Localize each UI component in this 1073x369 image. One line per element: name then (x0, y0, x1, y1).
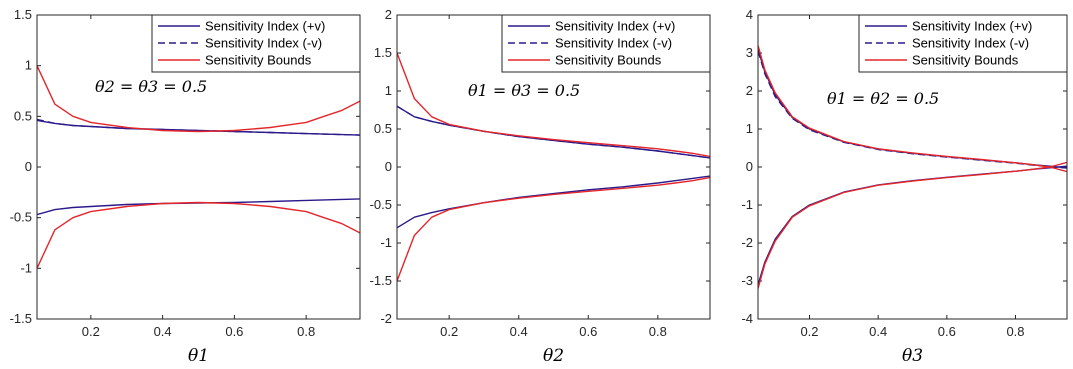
legend: Sensitivity Index (+v) Sensitivity Index … (858, 14, 1068, 73)
series-line-3 (37, 118, 360, 136)
annotation-text: θ2 = θ3 = 0.5 (95, 77, 207, 96)
y-tick-label: -1.5 (370, 273, 392, 288)
x-tick-label: 0.4 (154, 324, 172, 339)
series-group (758, 45, 1067, 289)
x-tick-label: 0.6 (579, 324, 597, 339)
y-tick-label: 0.5 (374, 121, 392, 136)
y-tick-label: -4 (741, 311, 753, 326)
series-line-5 (397, 176, 710, 282)
y-tick-label: 3 (746, 45, 753, 60)
y-tick-label: 4 (746, 7, 753, 22)
x-tick-label: 0.6 (225, 324, 243, 339)
x-tick-label: 0.4 (869, 324, 887, 339)
y-tick-label: 0 (385, 159, 392, 174)
subplot-3: -4 -3 -2 -1 0 1 2 3 4 0.2 0.4 0.6 0.8 θ3 θ1 = θ2 = 0.5… (741, 7, 1068, 366)
x-axis-label: θ3 (902, 346, 923, 366)
y-tick-label: -1 (20, 260, 32, 275)
legend-label: Sensitivity Index (+v) (205, 19, 325, 34)
legend-label: Sensitivity Index (+v) (555, 19, 675, 34)
y-tick-label: 1.5 (374, 45, 392, 60)
series-group (37, 65, 360, 269)
y-tick-label: 0 (746, 159, 753, 174)
x-tick-label: 0.8 (649, 324, 667, 339)
y-tick-label: 2 (746, 83, 753, 98)
x-axis-label: θ2 (543, 346, 564, 366)
series-line-4 (758, 45, 1067, 173)
legend-label: Sensitivity Bounds (555, 53, 662, 68)
series-line-2 (397, 175, 710, 229)
y-tick-label: 1.5 (14, 7, 32, 22)
series-line-5 (37, 201, 360, 269)
x-tick-label: 0.8 (1006, 324, 1024, 339)
legend-label: Sensitivity Index (+v) (912, 19, 1032, 34)
x-tick-label: 0.8 (297, 324, 315, 339)
y-tick-label: -1 (741, 197, 753, 212)
y-tick-label: -2 (380, 311, 392, 326)
x-tick-label: 0.4 (510, 324, 528, 339)
legend-label: Sensitivity Index (-v) (555, 36, 672, 51)
series-line-3 (397, 105, 710, 159)
legend: Sensitivity Index (+v) Sensitivity Index … (501, 14, 711, 73)
x-tick-label: 0.2 (800, 324, 818, 339)
subplot-2: -2 -1.5 -1 -0.5 0 0.5 1 1.5 2 0.2 0.4 0.6 0.8 θ2 θ1 = … (370, 7, 711, 366)
x-tick-label: 0.6 (938, 324, 956, 339)
y-tick-label: -0.5 (10, 210, 32, 225)
y-tick-label: -0.5 (370, 197, 392, 212)
series-group (397, 52, 710, 282)
legend-label: Sensitivity Index (-v) (912, 36, 1029, 51)
y-tick-label: -3 (741, 273, 753, 288)
legend: Sensitivity Index (+v) Sensitivity Index … (151, 14, 361, 73)
legend-label: Sensitivity Bounds (205, 53, 312, 68)
y-tick-label: 0.5 (14, 108, 32, 123)
subplot-1: -1.5 -1 -0.5 0 0.5 1 1.5 0.2 0.4 0.6 0.8 θ1 θ2 = θ3 … (10, 7, 361, 366)
x-axis-label: θ1 (188, 346, 209, 366)
legend-label: Sensitivity Bounds (912, 53, 1019, 68)
series-line-4 (37, 65, 360, 133)
annotation-text: θ1 = θ3 = 0.5 (468, 81, 580, 100)
y-tick-label: 1 (746, 121, 753, 136)
y-tick-label: 0 (25, 159, 32, 174)
y-tick-label: -1.5 (10, 311, 32, 326)
y-tick-label: -1 (380, 235, 392, 250)
x-tick-label: 0.2 (440, 324, 458, 339)
y-tick-label: -2 (741, 235, 753, 250)
legend-label: Sensitivity Index (-v) (205, 36, 322, 51)
y-tick-label: 2 (385, 7, 392, 22)
y-tick-label: 1 (385, 83, 392, 98)
x-tick-label: 0.2 (82, 324, 100, 339)
annotation-text: θ1 = θ2 = 0.5 (827, 89, 939, 108)
series-line-4 (397, 52, 710, 158)
y-tick-label: 1 (25, 58, 32, 73)
series-line-5 (758, 161, 1067, 289)
